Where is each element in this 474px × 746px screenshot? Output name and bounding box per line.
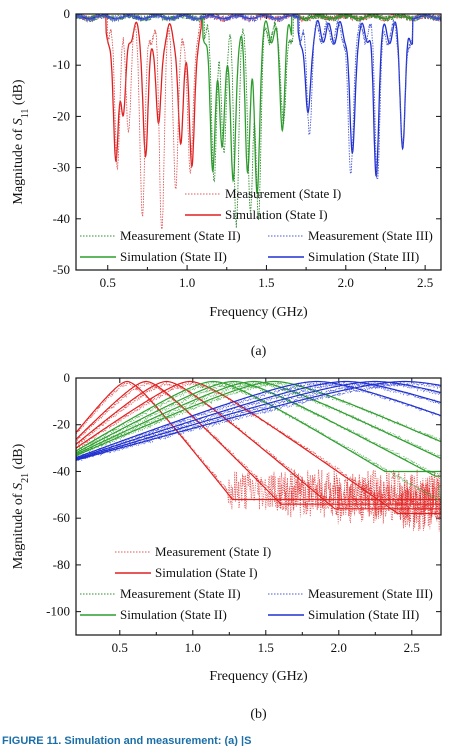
plot-area — [76, 14, 441, 231]
figure-caption: FIGURE 11. Simulation and measurement: (… — [2, 735, 251, 746]
y-tick-label: -30 — [53, 160, 70, 175]
measurement-line — [76, 382, 441, 519]
measurement-line — [76, 381, 441, 460]
measurement-line — [76, 381, 441, 512]
y-tick-label: -100 — [46, 604, 70, 619]
simulation-line — [76, 380, 441, 461]
panel-label: (b) — [250, 707, 267, 722]
x-tick-label: 0.5 — [112, 640, 128, 655]
legend-label: Measurement (State III) — [308, 228, 433, 243]
y-tick-label: -40 — [53, 463, 70, 478]
legend-label: Simulation (State II) — [120, 607, 227, 622]
panel-a: 0.5 1.0 1.5 2.0 2.5 0 -10 -20 -30 -40 -50 Measureme… — [11, 6, 442, 359]
legend-item: Measurement (State III) — [268, 586, 433, 601]
legend-item: Simulation (State I) — [115, 565, 258, 580]
legend-label: Simulation (State III) — [308, 249, 419, 264]
legend-label: Measurement (State III) — [308, 586, 433, 601]
legend-item: Measurement (State II) — [80, 586, 241, 601]
y-tick-label: -40 — [53, 211, 70, 226]
legend-item: Simulation (State II) — [80, 607, 227, 622]
simulation-line — [76, 380, 441, 505]
legend-item: Simulation (State III) — [268, 607, 419, 622]
x-tick-label: 2.0 — [338, 275, 354, 290]
y-tick-label: 0 — [64, 370, 71, 385]
x-tick-label: 1.0 — [185, 640, 201, 655]
x-tick-label: 1.0 — [179, 275, 195, 290]
simulation-line — [76, 380, 441, 473]
x-tick-label: 1.5 — [258, 640, 274, 655]
legend-item: Simulation (State II) — [80, 249, 227, 264]
legend-item: Simulation (State I) — [185, 207, 328, 222]
series-line — [76, 14, 441, 178]
measurement-line — [76, 381, 441, 462]
y-tick-label: -50 — [53, 262, 70, 277]
legend-label: Measurement (State I) — [155, 544, 271, 559]
x-tick-label: 0.5 — [100, 275, 116, 290]
legend-label: Measurement (State II) — [120, 228, 241, 243]
x-tick-label: 2.5 — [417, 275, 433, 290]
plot-frame — [75, 377, 442, 636]
legend-label: Simulation (State I) — [225, 207, 328, 222]
legend-label: Simulation (State III) — [308, 607, 419, 622]
measurement-line — [76, 381, 441, 504]
y-tick-label: -20 — [53, 108, 70, 123]
measurement-line — [76, 381, 441, 478]
series-line — [76, 14, 441, 180]
legend-label: Measurement (State II) — [120, 586, 241, 601]
plot-area — [76, 380, 441, 532]
y-tick-label: -80 — [53, 557, 70, 572]
measurement-line — [76, 381, 441, 525]
x-axis-title: Frequency (GHz) — [209, 305, 308, 320]
y-tick-label: 0 — [64, 6, 71, 21]
x-axis-title: Frequency (GHz) — [209, 669, 308, 684]
x-tick-label: 1.5 — [258, 275, 274, 290]
legend-item: Measurement (State I) — [115, 544, 271, 559]
plot-frame — [75, 13, 442, 271]
simulation-line — [76, 380, 441, 461]
legend-label: Measurement (State I) — [225, 186, 341, 201]
simulation-line — [76, 380, 441, 457]
simulation-line — [76, 380, 441, 460]
x-tick-label: 2.5 — [404, 640, 420, 655]
legend-item: Measurement (State II) — [80, 228, 241, 243]
x-tick-label: 2.0 — [331, 640, 347, 655]
y-axis-title: Magnitude of S21 (dB) — [11, 443, 31, 569]
measurement-line — [76, 381, 441, 458]
simulation-line — [76, 380, 441, 510]
legend-label: Simulation (State I) — [155, 565, 258, 580]
legend-item: Simulation (State III) — [268, 249, 419, 264]
y-tick-label: -10 — [53, 57, 70, 72]
simulation-line — [76, 380, 441, 459]
legend-item: Measurement (State III) — [268, 228, 433, 243]
panel-label: (a) — [251, 344, 267, 359]
y-tick-label: -20 — [53, 417, 70, 432]
panel-b: 0.5 1.0 1.5 2.0 2.5 0 -20 -40 -60 -80 -100 Measurem… — [11, 370, 442, 722]
y-tick-label: -60 — [53, 510, 70, 525]
y-axis-title: Magnitude of S11 (dB) — [11, 79, 31, 204]
legend-item: Measurement (State I) — [185, 186, 341, 201]
measurement-line — [76, 381, 441, 457]
legend-label: Simulation (State II) — [120, 249, 227, 264]
